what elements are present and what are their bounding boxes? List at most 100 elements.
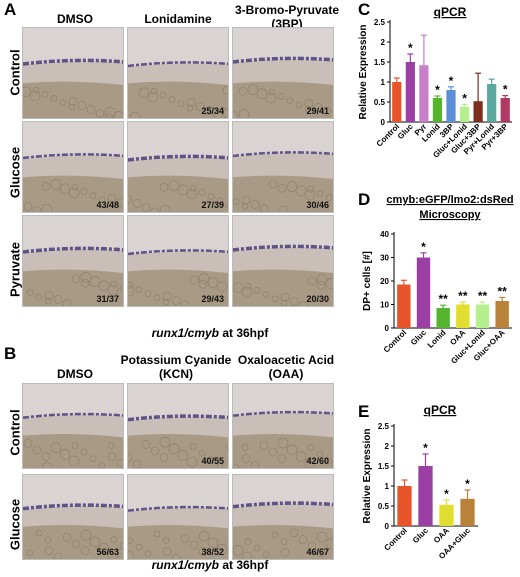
panel-d-xtick-label-2: Lonid xyxy=(426,328,448,350)
panel-b-image-r0-c2-image xyxy=(233,384,333,468)
panel-e-sig-1: * xyxy=(423,441,428,455)
panel-b-col-kcn: Potassium Cyanide (KCN) xyxy=(116,353,236,381)
panel-a-image-r1-c1-image xyxy=(128,122,228,212)
panel-b-col-oaa-line1: Oxaloacetic Acid xyxy=(237,353,335,367)
panel-b-col-dmso: DMSO xyxy=(57,367,93,381)
panel-e-bar-0 xyxy=(397,486,412,526)
panel-c-bar-7 xyxy=(487,84,497,122)
panel-c-ytick-label-5: 2.5 xyxy=(374,18,386,27)
panel-a-image-r0-c1-image xyxy=(128,28,228,118)
panel-d-sig-2: ** xyxy=(438,292,448,306)
panel-e-bar-1 xyxy=(418,466,433,526)
panel-b-image-r0-c1: 40/55 xyxy=(127,383,229,469)
panel-a-image-r1-c0-image xyxy=(23,122,123,212)
panel-b-row-control: Control xyxy=(7,409,23,456)
panel-c-title: qPCR xyxy=(434,5,467,19)
panel-a-image-r2-c1-ratio: 29/43 xyxy=(201,294,224,304)
panel-d-ytick-label-2: 20 xyxy=(380,277,389,286)
panel-d-letter: D xyxy=(358,190,371,209)
panel-c-bar-1 xyxy=(405,62,415,122)
panel-e-bar-2 xyxy=(439,504,454,526)
panel-c-sig-5: * xyxy=(462,91,467,105)
panel-c-bar-3 xyxy=(432,98,443,122)
panel-a-image-r0-c2: 29/41 xyxy=(232,27,334,119)
panel-e-letter: E xyxy=(358,402,370,421)
panel-c-ylabel: Relative Expression xyxy=(358,24,369,119)
panel-d-title-line1: cmyb:eGFP/lmo2:dsRed xyxy=(386,194,513,206)
panel-b-image-r1-c2-ratio: 46/67 xyxy=(306,547,329,557)
panel-b-image-r1-c0-ratio: 56/63 xyxy=(96,547,119,557)
panel-c-sig-8: * xyxy=(503,83,508,97)
panel-b-letter: B xyxy=(4,344,17,363)
panel-c-ytick-label-4: 2 xyxy=(381,38,386,47)
panel-c-ytick-label-1: 0.5 xyxy=(374,98,386,107)
panel-e-sig-2: * xyxy=(444,487,449,501)
panel-d-ytick-label-1: 10 xyxy=(380,301,389,310)
panel-b-image-r0-c1-ratio: 40/55 xyxy=(201,456,224,466)
panel-a-row-control: Control xyxy=(7,49,23,96)
panel-e-ylabel: Relative Expression xyxy=(362,428,373,523)
panel-a-caption: runx1/cmyb at 36hpf xyxy=(100,326,320,340)
panel-a-image-r1-c0: 43/48 xyxy=(22,121,124,213)
panel-a-image-r0-c2-image xyxy=(233,28,333,118)
panel-a-col-lonidamine: Lonidamine xyxy=(144,12,212,26)
panel-a-col-3bp-line1: 3-Bromo-Pyruvate xyxy=(234,3,340,17)
panel-b-image-r1-c2: 46/67 xyxy=(232,474,334,560)
panel-b-row-glucose: Glucose xyxy=(7,498,23,551)
panel-b-image-r0-c1-image xyxy=(128,384,228,468)
panel-b-image-r1-c1-image xyxy=(128,475,228,559)
panel-b-image-r0-c0 xyxy=(22,383,124,469)
panel-b-image-r0-c2: 42/60 xyxy=(232,383,334,469)
panel-b-col-kcn-line1: Potassium Cyanide xyxy=(120,353,232,367)
panel-a-row-glucose: Glucose xyxy=(7,146,23,199)
panel-e-ytick-label-5: 2.5 xyxy=(378,422,390,431)
panel-b-caption-rest: at 36hpf xyxy=(219,558,269,572)
panel-d-bar-5 xyxy=(495,300,509,328)
panel-a-image-r2-c1-image xyxy=(128,216,228,306)
panel-e-sig-3: * xyxy=(465,477,470,491)
panel-b-col-oaa: Oxaloacetic Acid (OAA) xyxy=(226,353,346,381)
panel-a-row-pyruvate: Pyruvate xyxy=(7,242,23,297)
panel-c-sig-1: * xyxy=(408,41,413,55)
panel-d-ytick-label-0: 0 xyxy=(385,324,390,333)
panel-a-col-dmso: DMSO xyxy=(57,12,93,26)
panel-b-image-r1-c1: 38/52 xyxy=(127,474,229,560)
panel-c-bar-8 xyxy=(500,98,510,122)
panel-b-image-r1-c0: 56/63 xyxy=(22,474,124,560)
panel-e-bar-3 xyxy=(460,498,475,526)
panel-e-ytick-label-2: 1 xyxy=(385,482,390,491)
panel-b-caption-gene: runx1/cmyb xyxy=(151,558,219,572)
panel-a-image-r2-c0: 31/37 xyxy=(22,215,124,307)
panel-b-image-r1-c2-image xyxy=(233,475,333,559)
panel-c-ytick-label-3: 1.5 xyxy=(374,58,386,67)
panel-a-image-r1-c1-ratio: 27/39 xyxy=(201,200,224,210)
panel-e-ytick-label-0: 0 xyxy=(385,522,390,531)
panel-b-col-kcn-line2: (KCN) xyxy=(159,367,193,381)
panel-c-bar-4 xyxy=(446,90,456,122)
panel-a-image-r2-c2-ratio: 20/30 xyxy=(306,294,329,304)
panel-a-image-r1-c1: 27/39 xyxy=(127,121,229,213)
panel-a-image-r0-c2-ratio: 29/41 xyxy=(306,106,329,116)
panel-b-image-r0-c0-image xyxy=(23,384,123,468)
panel-d-sig-3: ** xyxy=(458,289,468,303)
panel-e-ytick-label-4: 2 xyxy=(385,442,390,451)
panel-a-image-r2-c2-image xyxy=(233,216,333,306)
panel-e-ytick-label-1: 0.5 xyxy=(378,502,390,511)
panel-a-image-r1-c0-ratio: 43/48 xyxy=(96,200,119,210)
panel-b-image-r1-c0-image xyxy=(23,475,123,559)
panel-a-caption-rest: at 36hpf xyxy=(219,326,269,340)
panel-d-title-line2: Microscopy xyxy=(419,209,481,221)
panel-a-image-r0-c0 xyxy=(22,27,124,119)
panel-b-col-oaa-line2: (OAA) xyxy=(268,367,304,381)
panel-c-letter: C xyxy=(358,0,371,19)
panel-e-title: qPCR xyxy=(424,403,457,417)
panel-d-bar-3 xyxy=(456,304,470,328)
panel-a-image-r2-c0-image xyxy=(23,216,123,306)
panel-d-bar-1 xyxy=(416,257,431,328)
panel-c-ytick-label-2: 1 xyxy=(381,78,386,87)
panel-a-letter: A xyxy=(4,0,17,19)
panel-a-image-r2-c0-ratio: 31/37 xyxy=(96,294,119,304)
panel-a-caption-gene: runx1/cmyb xyxy=(151,326,219,340)
panel-d-bar-4 xyxy=(475,304,490,328)
